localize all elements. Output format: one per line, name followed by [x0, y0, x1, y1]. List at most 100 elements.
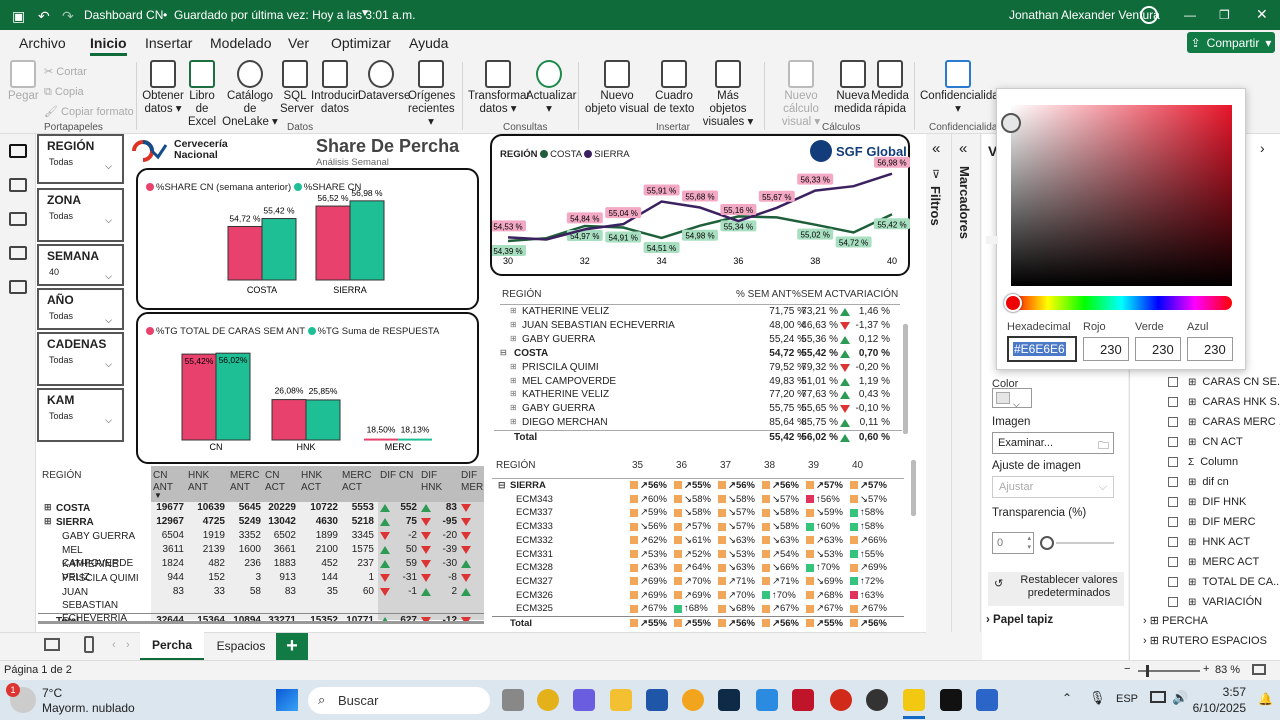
- column-header[interactable]: %SEM ACT: [792, 289, 845, 300]
- undo-icon[interactable]: ↶: [38, 8, 50, 24]
- column-header[interactable]: % SEM ANT: [736, 289, 792, 300]
- language[interactable]: ESP: [1116, 693, 1139, 705]
- disney-icon[interactable]: [718, 689, 740, 711]
- field-item[interactable]: ⊞ dif cn: [1168, 476, 1229, 488]
- field-item[interactable]: ⊞ HNK ACT: [1168, 536, 1250, 548]
- clock-date[interactable]: 6/10/2025: [1192, 701, 1246, 715]
- excel-button[interactable]: Libro de Excel: [182, 60, 222, 129]
- weather-desc[interactable]: Mayorm. nublado: [42, 701, 135, 715]
- table-row[interactable]: ⊞ KATHERINE VELIZ 71,75 % 73,21 % 1,46 %: [494, 305, 902, 319]
- weekly-heatmap-table[interactable]: REGIÓN 35 36 37 38 39 40 ⊟ SIERRA ↗56% ↗55% ↗56% ↗5…: [492, 456, 916, 628]
- volume-icon[interactable]: 🔊: [1172, 690, 1189, 705]
- dataverse-button[interactable]: Dataverse: [358, 60, 410, 103]
- clock-time[interactable]: 3:57: [1222, 685, 1246, 699]
- taskbar-search[interactable]: ⌕ Buscar: [308, 687, 490, 714]
- table-row[interactable]: ⊞ PRISCILA QUIMI 79,52 % 79,32 % -0,20 %: [494, 361, 902, 375]
- slicer-ano[interactable]: AÑO Todas ⌵: [37, 288, 124, 330]
- bar[interactable]: [305, 399, 341, 441]
- column-header[interactable]: REGIÓN: [42, 470, 82, 481]
- checkbox[interactable]: [1168, 597, 1178, 608]
- table-row[interactable]: PRISCILA QUIMI 944 152 3 913 144 1 -31 -8: [38, 571, 484, 585]
- series-line[interactable]: [507, 172, 893, 241]
- column-header[interactable]: HNK ACT: [301, 470, 323, 493]
- scrollbar[interactable]: [38, 621, 484, 624]
- bar[interactable]: [398, 438, 432, 441]
- table-row[interactable]: MEL CAMPOVERDE 3611 2139 1600 3661 2100 1575 50…: [38, 543, 484, 569]
- expand-icon[interactable]: ⊞: [510, 389, 517, 399]
- expand-icon[interactable]: ⊞: [510, 403, 517, 413]
- column-header[interactable]: HNK ANT: [188, 470, 210, 493]
- hex-input[interactable]: #E6E6E6: [1007, 336, 1077, 362]
- temperature[interactable]: 7°C: [42, 686, 63, 700]
- color-dropdown[interactable]: ⌵: [992, 388, 1032, 409]
- chevron-down-icon[interactable]: ⌵: [105, 271, 112, 281]
- wallpaper-section[interactable]: › Papel tapiz: [986, 614, 1054, 626]
- enter-data-button[interactable]: Introducir datos: [311, 60, 359, 116]
- messaging-icon[interactable]: [756, 689, 778, 711]
- table-row[interactable]: ⊞ SIERRA 12967 4725 5249 13042 4630 5218 75 -95: [38, 515, 484, 529]
- file-explorer-icon[interactable]: [610, 689, 632, 711]
- field-item[interactable]: ⊞ CN ACT: [1168, 436, 1243, 448]
- scrollbar[interactable]: [911, 460, 916, 516]
- fit-page-icon[interactable]: [1252, 664, 1266, 675]
- table-row[interactable]: ECM337 ↗59% ↘58% ↘57% ↘58% ↘59% ↑58%: [492, 506, 904, 520]
- expand-icon[interactable]: ⊞: [510, 319, 517, 329]
- share-bar-card[interactable]: %SHARE CN (semana anterior) %SHARE CN 54…: [136, 168, 479, 310]
- bar[interactable]: [315, 205, 351, 281]
- format-painter-button[interactable]: 🖌 Copiar formato: [44, 106, 134, 118]
- table-row[interactable]: ECM326 ↗69% ↗69% ↗70% ↑70% ↗68% ↑63%: [492, 589, 904, 603]
- expand-icon[interactable]: ⊞: [510, 375, 517, 385]
- column-header[interactable]: 40: [852, 460, 864, 471]
- expand-icon[interactable]: ⊞: [510, 306, 517, 315]
- more-visuals-button[interactable]: Más objetos visuales ▾: [699, 60, 757, 129]
- column-header[interactable]: DIF MER: [461, 470, 484, 493]
- checkbox[interactable]: [1168, 397, 1178, 408]
- field-item[interactable]: ⊞ DIF MERC: [1168, 516, 1256, 528]
- table-row[interactable]: ⊞ GABY GUERRA 55,75 % 55,65 % -0,10 %: [494, 402, 902, 416]
- chevron-down-icon[interactable]: ▼: [360, 8, 370, 19]
- windows-start-icon[interactable]: [276, 689, 298, 711]
- dax-view-icon[interactable]: [9, 246, 27, 260]
- transform-button[interactable]: Transformar datos ▾: [468, 60, 530, 116]
- fit-dropdown[interactable]: Ajustar ⌵: [992, 476, 1114, 498]
- tab-percha[interactable]: Percha: [140, 632, 204, 661]
- table-view-icon[interactable]: [9, 178, 27, 192]
- tmdl-view-icon[interactable]: [9, 280, 27, 294]
- model-view-icon[interactable]: [9, 212, 27, 226]
- field-item[interactable]: ⊞ CARAS CN SE...: [1168, 376, 1280, 388]
- trend-line-card[interactable]: REGIÓN COSTA SIERRA SGF Global 54,39 % 54…: [490, 134, 910, 276]
- paste-button[interactable]: Pegar: [8, 60, 39, 103]
- green-input[interactable]: 230: [1135, 337, 1181, 361]
- bookmarks-label[interactable]: Marcadores: [957, 166, 972, 239]
- tab-espacios[interactable]: Espacios: [216, 639, 266, 653]
- hue-thumb[interactable]: [1004, 294, 1022, 312]
- menu-archivo[interactable]: Archivo: [19, 35, 66, 51]
- checkbox[interactable]: [1168, 557, 1178, 568]
- table-row[interactable]: JUAN SEBASTIAN ECHEVERRIA 83 33 58 83 35 60 -1 2: [38, 585, 484, 624]
- next-page-icon[interactable]: ›: [126, 639, 130, 651]
- table-row[interactable]: ⊞ MEL CAMPOVERDE 49,83 % 51,01 % 1,19 %: [494, 375, 902, 389]
- expand-icon[interactable]: ›: [1260, 140, 1265, 156]
- chevron-down-icon[interactable]: ⌵: [105, 415, 112, 425]
- checkbox[interactable]: [1168, 477, 1178, 488]
- browse-button[interactable]: Examinar... 🗀: [992, 432, 1114, 454]
- blue-input[interactable]: 230: [1187, 337, 1233, 361]
- bar[interactable]: [227, 225, 263, 281]
- column-header[interactable]: CN ANT: [153, 470, 173, 493]
- table-row[interactable]: ECM327 ↗69% ↗70% ↗71% ↗71% ↘69% ↑72%: [492, 575, 904, 589]
- field-item[interactable]: ⊞ CARAS MERC ...: [1168, 416, 1280, 428]
- onelake-button[interactable]: Catálogo de OneLake ▾: [221, 60, 279, 129]
- zoom-in-icon[interactable]: +: [1203, 663, 1210, 675]
- bar[interactable]: [271, 399, 307, 441]
- scrollbar[interactable]: [903, 324, 908, 434]
- quick-measure-button[interactable]: Medida rápida: [871, 60, 909, 116]
- field-item[interactable]: ⊞ CARAS HNK S...: [1168, 396, 1280, 408]
- color-cursor[interactable]: [1001, 113, 1021, 133]
- redo-icon[interactable]: ↷: [62, 8, 74, 24]
- netflix-icon[interactable]: [792, 689, 814, 711]
- column-header[interactable]: 37: [720, 460, 732, 471]
- zoom-out-icon[interactable]: −: [1124, 663, 1131, 675]
- transparency-slider[interactable]: [1040, 536, 1054, 550]
- table-row[interactable]: Total 32644 15364 10894 33271 15352 10771 627 -1…: [38, 613, 484, 624]
- table-row[interactable]: ⊞ DIEGO MERCHAN 85,64 % 85,75 % 0,11 %: [494, 416, 902, 430]
